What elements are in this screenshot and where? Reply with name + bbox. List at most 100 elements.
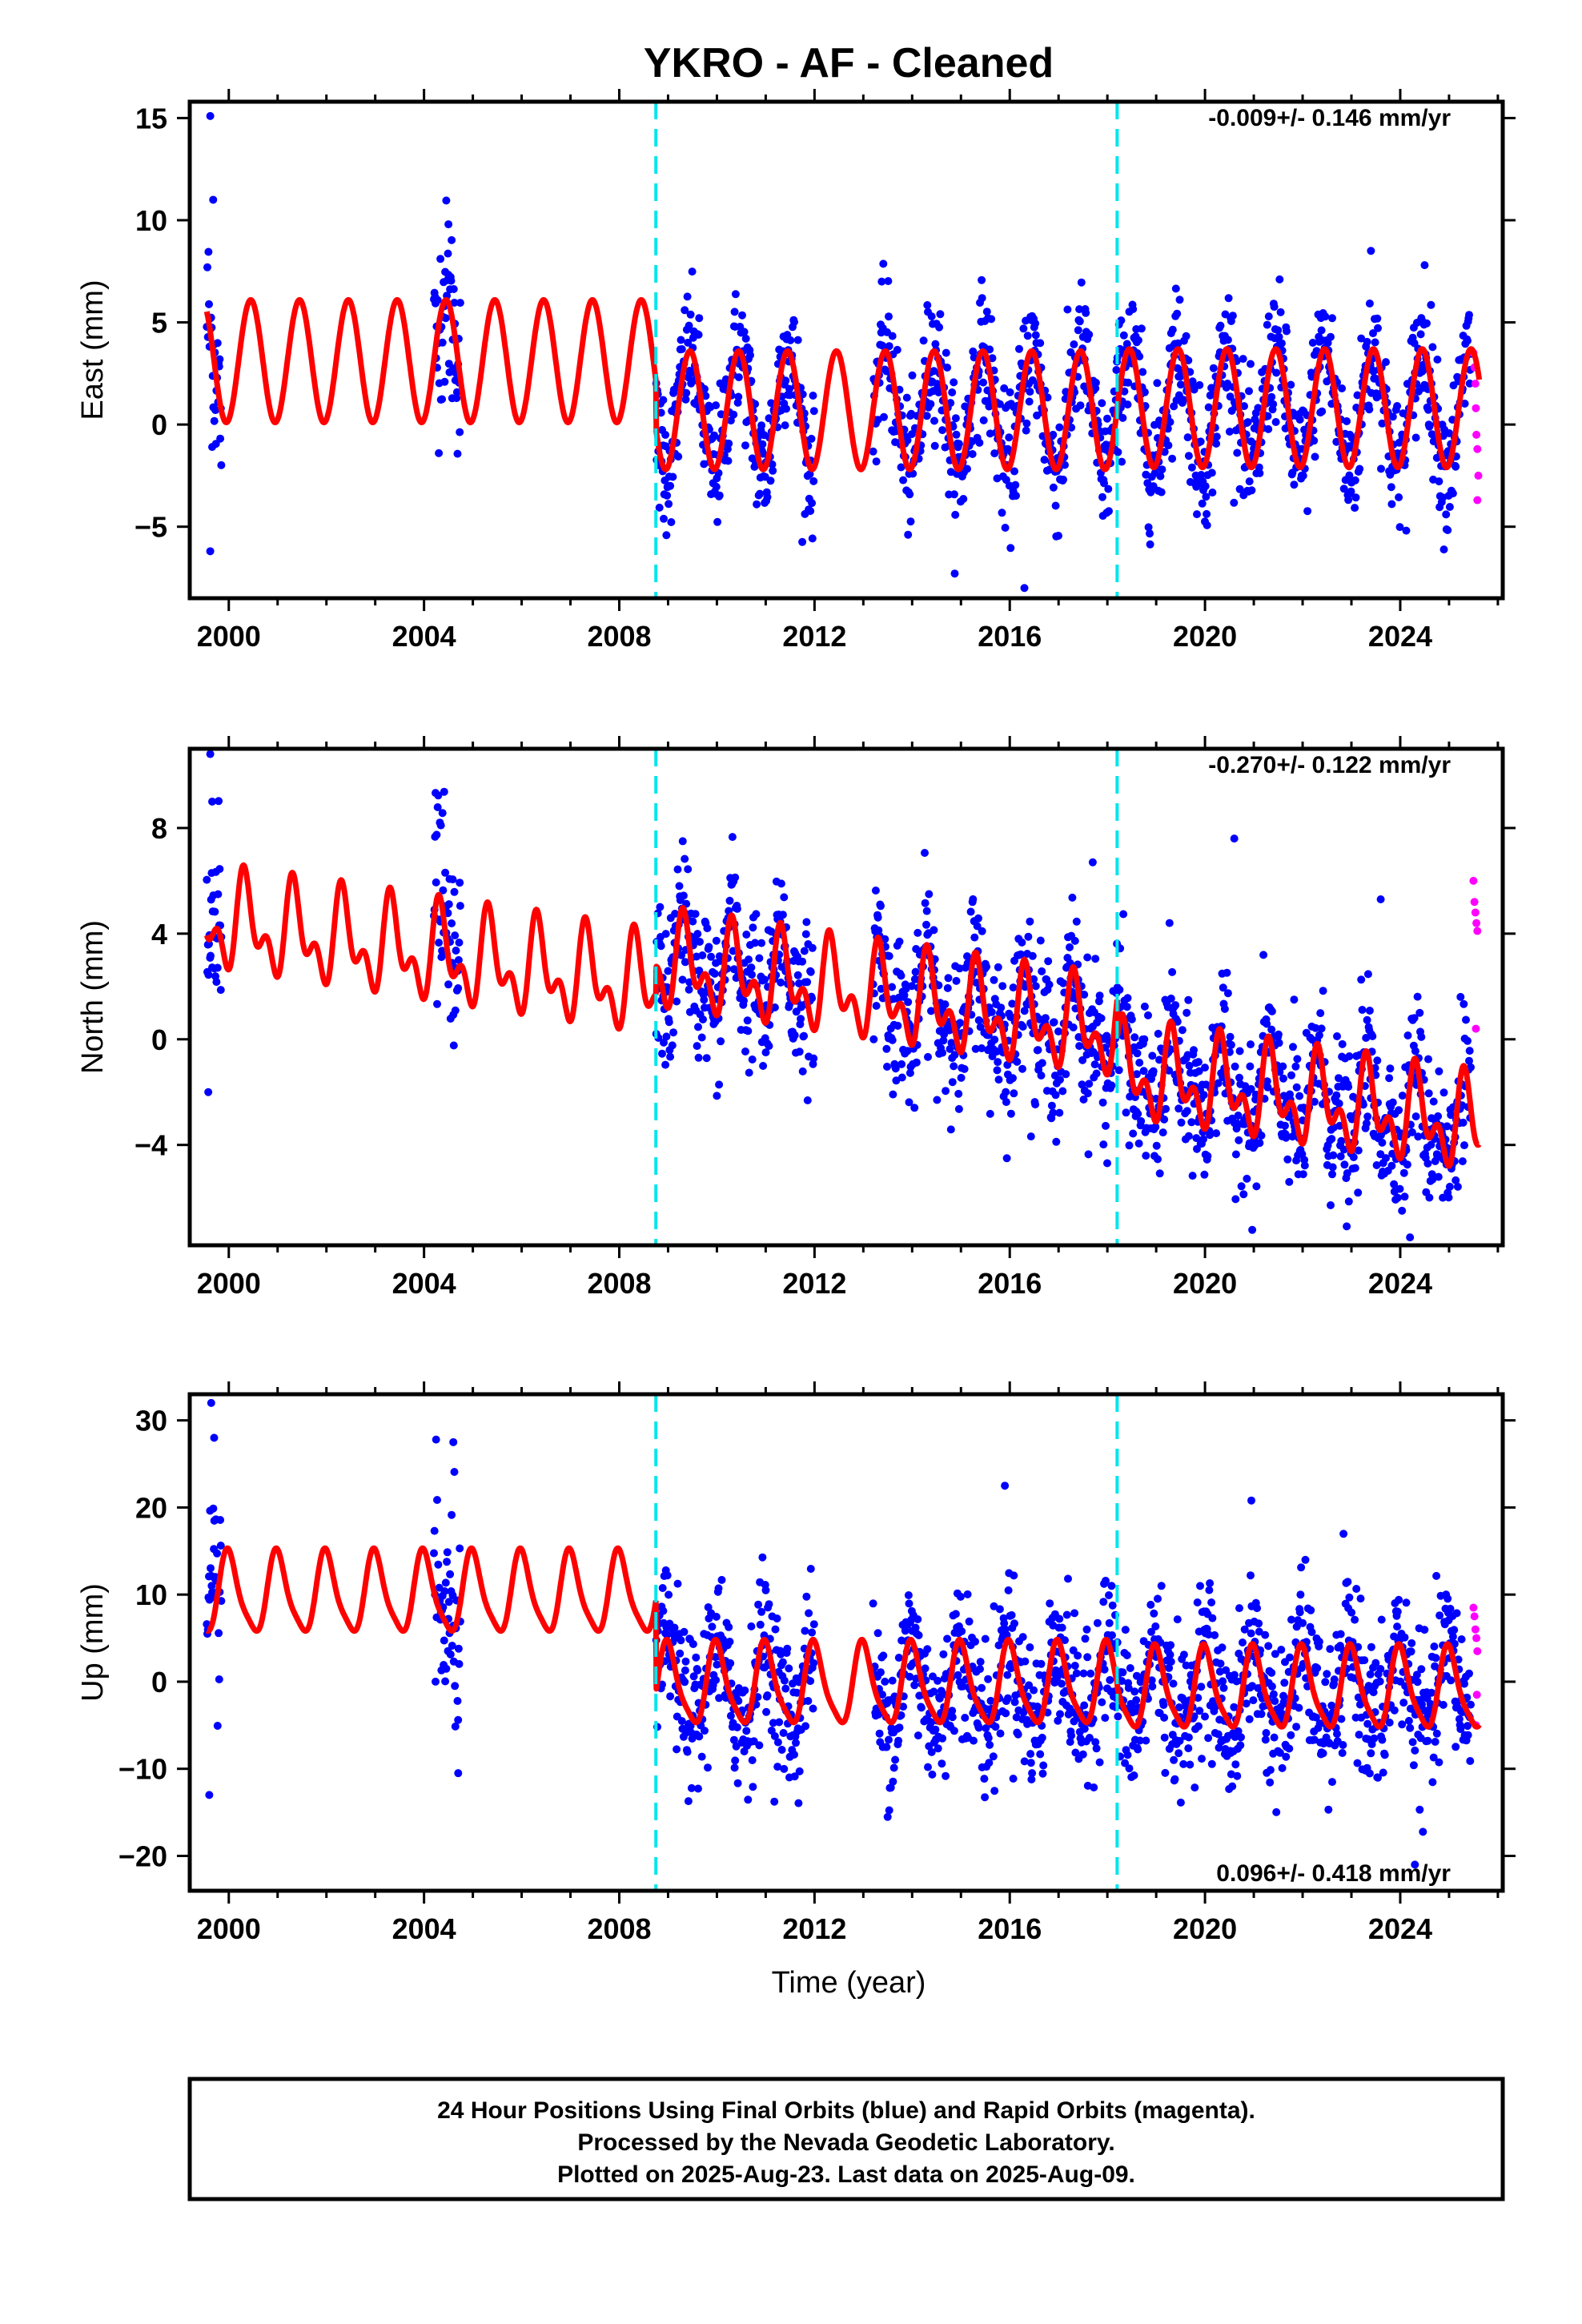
data-point xyxy=(1088,858,1097,866)
data-point xyxy=(1423,1159,1432,1168)
data-point xyxy=(1064,1574,1072,1583)
data-point xyxy=(1457,1635,1466,1643)
data-point xyxy=(905,1672,914,1681)
data-point xyxy=(981,1793,990,1802)
data-point xyxy=(1415,1805,1424,1814)
data-point xyxy=(710,969,719,978)
data-point xyxy=(770,1003,779,1011)
final-orbit-points xyxy=(203,111,1475,593)
data-point xyxy=(978,275,986,284)
data-point xyxy=(444,1598,453,1606)
data-point xyxy=(1069,1646,1078,1655)
data-point xyxy=(779,1729,788,1737)
data-point xyxy=(1407,1128,1416,1136)
data-point xyxy=(435,939,444,947)
data-point xyxy=(1070,936,1079,945)
data-point xyxy=(1209,364,1218,372)
data-point xyxy=(889,1777,897,1786)
data-point xyxy=(990,1602,998,1610)
data-point xyxy=(1373,1056,1382,1065)
data-point xyxy=(730,1763,739,1772)
data-point xyxy=(450,887,459,896)
data-point xyxy=(1310,1097,1319,1106)
data-point xyxy=(921,1664,930,1673)
data-point xyxy=(1134,336,1142,344)
data-point xyxy=(1059,475,1067,484)
data-point xyxy=(1290,480,1299,489)
data-point xyxy=(1112,366,1121,374)
x-axis-label: Time (year) xyxy=(772,1966,926,2000)
data-point xyxy=(1456,992,1465,1001)
data-point xyxy=(1193,1598,1202,1606)
data-point xyxy=(808,943,817,952)
data-point xyxy=(1321,1678,1330,1687)
data-point xyxy=(1425,422,1434,431)
data-point xyxy=(1402,526,1411,535)
data-point xyxy=(1105,1591,1113,1599)
data-point xyxy=(1190,1046,1198,1055)
data-point xyxy=(1045,980,1054,989)
data-point xyxy=(717,1575,726,1584)
data-point xyxy=(1173,309,1182,318)
y-tick-label: 15 xyxy=(135,102,167,135)
data-point xyxy=(1285,1744,1294,1753)
data-point xyxy=(717,1037,725,1046)
data-point xyxy=(930,1687,938,1696)
data-point xyxy=(910,1681,919,1690)
data-point xyxy=(1083,953,1092,962)
data-point xyxy=(1259,951,1268,959)
data-point xyxy=(658,1049,666,1058)
data-point xyxy=(454,1644,463,1653)
data-point xyxy=(878,1691,886,1699)
data-point xyxy=(794,1799,803,1807)
data-point xyxy=(1247,1629,1255,1638)
data-point xyxy=(1039,1761,1048,1770)
data-point xyxy=(440,377,449,386)
data-point xyxy=(1201,482,1210,491)
data-point xyxy=(1445,429,1454,437)
data-point xyxy=(708,1622,717,1631)
data-point xyxy=(207,1582,216,1590)
data-point xyxy=(695,314,704,323)
data-point xyxy=(986,1696,995,1705)
data-point xyxy=(1417,1032,1426,1041)
data-point xyxy=(1099,1140,1108,1149)
data-point xyxy=(1355,464,1364,473)
data-point xyxy=(1161,1768,1170,1777)
data-point xyxy=(905,1098,913,1107)
data-point xyxy=(1200,1170,1209,1179)
data-point xyxy=(1103,1159,1111,1168)
data-point xyxy=(1144,1011,1152,1019)
data-point xyxy=(1201,1063,1209,1072)
data-point xyxy=(965,1617,974,1626)
data-point xyxy=(1406,1723,1415,1732)
data-point xyxy=(1219,983,1227,992)
data-point xyxy=(1393,1622,1402,1631)
data-point xyxy=(1174,1104,1183,1113)
data-point xyxy=(1072,1669,1081,1678)
data-point xyxy=(1051,501,1060,510)
data-point xyxy=(1118,413,1127,422)
data-point xyxy=(979,378,988,387)
data-point xyxy=(678,975,687,984)
data-point xyxy=(1411,1746,1419,1755)
data-point xyxy=(441,868,450,877)
data-point xyxy=(1234,1112,1243,1120)
data-point xyxy=(777,978,785,987)
data-point xyxy=(1093,1618,1102,1627)
data-point xyxy=(955,964,964,973)
data-point xyxy=(1462,1015,1470,1024)
data-point xyxy=(712,936,721,945)
data-point xyxy=(1123,1751,1132,1759)
data-point xyxy=(1424,405,1432,414)
data-point xyxy=(1031,319,1040,328)
data-point xyxy=(1222,1666,1231,1675)
footer-frame xyxy=(187,2077,1505,2201)
data-point xyxy=(1196,1582,1204,1590)
data-point xyxy=(1453,1182,1462,1191)
data-point xyxy=(1390,1180,1399,1188)
data-point xyxy=(1129,305,1138,313)
data-point xyxy=(1367,247,1375,255)
data-point xyxy=(1207,1598,1216,1606)
data-point xyxy=(1315,1719,1324,1728)
